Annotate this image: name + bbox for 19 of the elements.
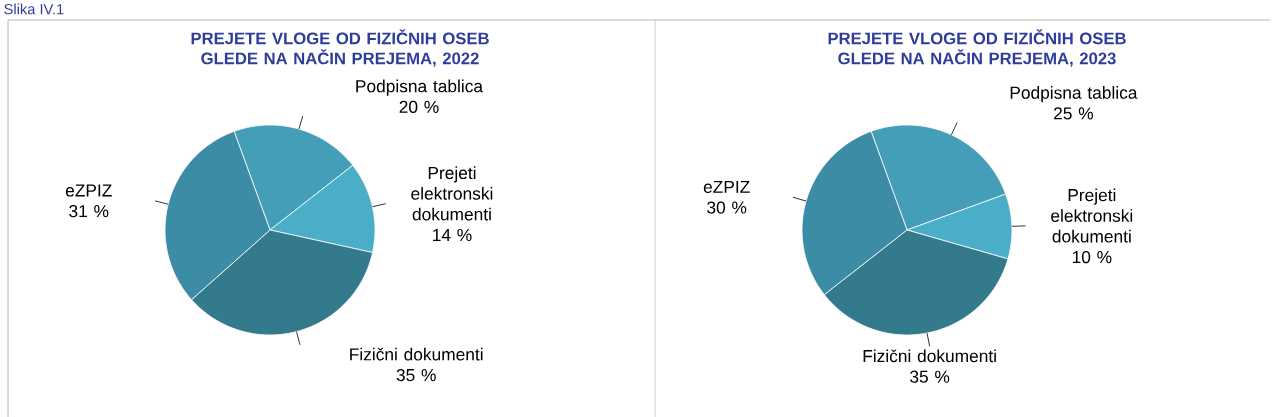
- chart-title: PREJETE VLOGE OD FIZIČNIH OSEB GLEDE NA NAČIN PREJEMA, 2022: [191, 29, 489, 67]
- data-label: 31 %: [69, 204, 109, 218]
- data-label: 35 %: [910, 370, 950, 383]
- data-label: 14 %: [433, 228, 472, 242]
- slice-label: eZPIZ: [65, 184, 112, 197]
- data-label: 35 %: [396, 368, 436, 382]
- slice-label: Prejeti elektronski dokumenti: [1051, 188, 1133, 243]
- slice-label: eZPIZ: [703, 180, 750, 193]
- data-label: 25 %: [1054, 107, 1094, 120]
- text: Slika IV.1: [4, 3, 64, 15]
- data-label: 10 %: [1072, 250, 1112, 264]
- slice-label: Fizični dokumenti: [350, 347, 483, 361]
- slice-label: Fizični dokumenti: [863, 349, 996, 363]
- slice-label: Podpisna tablica: [1010, 86, 1138, 103]
- data-label: 30 %: [707, 201, 747, 214]
- slice-label: Podpisna tablica: [356, 79, 484, 96]
- data-label: 20 %: [399, 100, 439, 114]
- slice-label: Prejeti elektronski dokumenti: [411, 166, 493, 221]
- chart-title: PREJETE VLOGE OD FIZIČNIH OSEB GLEDE NA NAČIN PREJEMA, 2023: [828, 29, 1126, 67]
